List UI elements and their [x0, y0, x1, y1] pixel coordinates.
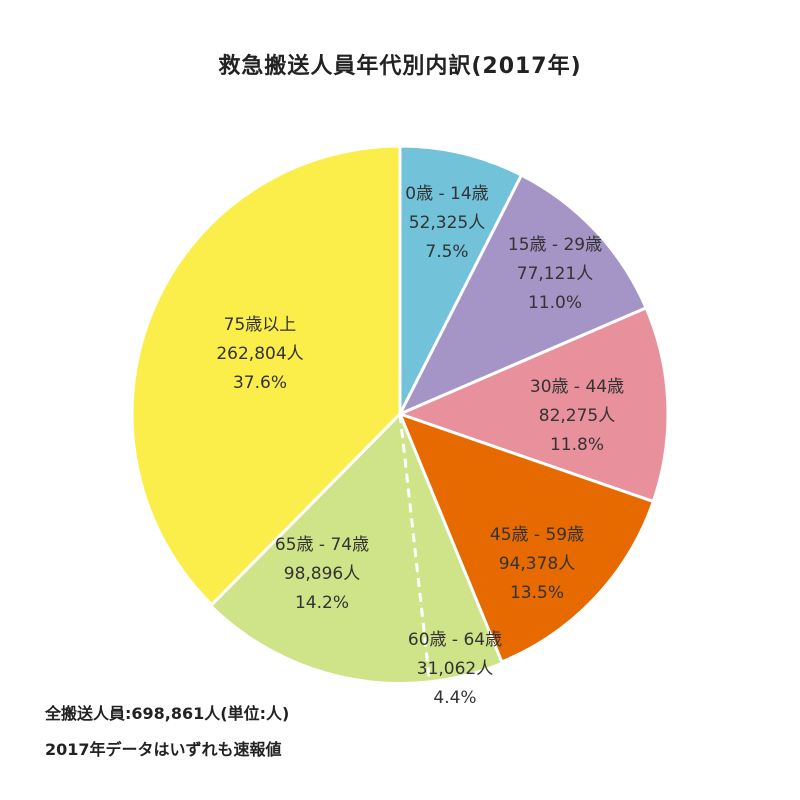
pie-slice-0-14 [398, 144, 523, 416]
slice-label-65-74-pct: 14.2% [295, 593, 349, 613]
slice-label-0-14-name: 0歳 - 14歳 [405, 184, 488, 204]
pie-labels: 0歳 - 14歳 52,325人 7.5% 15歳 - 29歳 77,121人 11.0%… [216, 184, 624, 708]
slice-label-60-64-pct: 4.4% [433, 688, 476, 708]
slice-label-30-44-count: 82,275人 [539, 406, 615, 426]
slice-label-15-29-count: 77,121人 [517, 264, 593, 284]
pie-slice-15-29 [398, 173, 648, 416]
pie-slice-60-64 [400, 414, 502, 681]
slice-label-65-74-count: 98,896人 [284, 564, 360, 584]
slice-border-1 [210, 412, 402, 606]
footnote-total: 全搬送人員:698,861人(単位:人) [45, 704, 290, 723]
slice-label-75+-pct: 37.6% [233, 373, 287, 393]
pie-slice-45-59 [398, 412, 655, 664]
pie-slices [130, 144, 670, 682]
slice-label-75+-name: 75歳以上 [224, 315, 297, 335]
chart-title: 救急搬送人員年代別内訳(2017年) [218, 54, 582, 79]
slice-label-45-59-pct: 13.5% [510, 583, 564, 603]
pie-slice-65-74 [211, 414, 430, 682]
slice-label-45-59-count: 94,378人 [499, 554, 575, 574]
pie-slice-30-44 [398, 306, 670, 504]
slice-label-65-74-name: 65歳 - 74歳 [275, 535, 369, 555]
slice-label-0-14-count: 52,325人 [409, 213, 485, 233]
slice-label-0-14-pct: 7.5% [425, 242, 468, 262]
slice-label-45-59-name: 45歳 - 59歳 [490, 525, 584, 545]
slice-label-75+-count: 262,804人 [216, 344, 303, 364]
slice-label-30-44-name: 30歳 - 44歳 [530, 377, 624, 397]
slice-label-60-64-name: 60歳 - 64歳 [408, 630, 502, 650]
slice-label-30-44-pct: 11.8% [550, 435, 604, 455]
slice-label-60-64-count: 31,062人 [417, 659, 493, 679]
slice-label-15-29-pct: 11.0% [528, 293, 582, 313]
footnote-note: 2017年データはいずれも速報値 [45, 740, 282, 759]
slice-border-0 [398, 413, 504, 663]
pie-slice-75+ [130, 144, 402, 607]
slice-label-15-29-name: 15歳 - 29歳 [508, 235, 602, 255]
